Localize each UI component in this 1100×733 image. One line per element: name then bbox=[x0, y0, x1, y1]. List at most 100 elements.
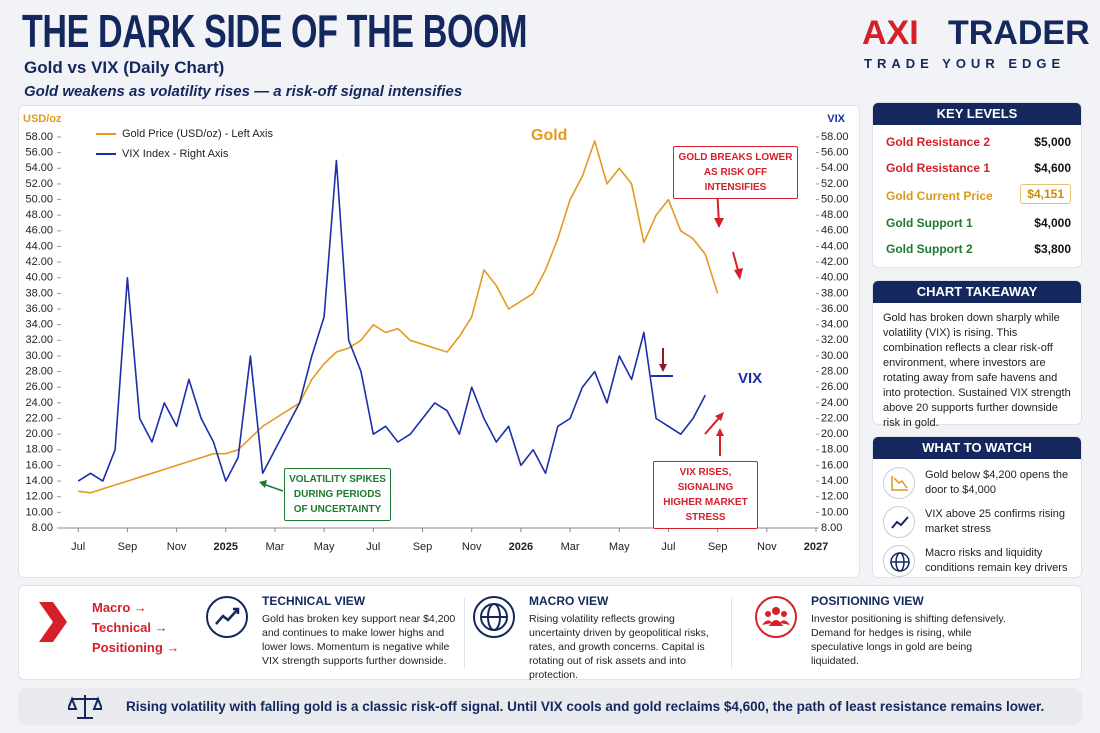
view: MACRO VIEW Rising volatility reflects gro… bbox=[529, 594, 729, 682]
view: TECHNICAL VIEW Gold has broken key suppor… bbox=[262, 594, 462, 668]
key-level-row: Gold Current Price $4,151 bbox=[886, 184, 1071, 204]
x-tick-label: 2025 bbox=[214, 541, 238, 553]
y-tick-label: 10.00 bbox=[25, 506, 53, 518]
watch-icon bbox=[883, 467, 915, 499]
watch-icon bbox=[883, 545, 915, 577]
x-tick-label: Mar bbox=[561, 541, 580, 553]
watch-icon bbox=[883, 506, 915, 538]
y2-tick-label: 44.00 bbox=[821, 240, 849, 252]
y-tick-label: 16.00 bbox=[25, 459, 53, 471]
y-tick-label: 32.00 bbox=[25, 334, 53, 346]
y-tick-label: 54.00 bbox=[25, 162, 53, 174]
y-tick-label: 52.00 bbox=[25, 178, 53, 190]
y2-tick-label: 18.00 bbox=[821, 444, 849, 456]
y2-tick-label: 22.00 bbox=[821, 412, 849, 424]
y2-tick-label: 40.00 bbox=[821, 272, 849, 284]
key-level-name: Gold Support 1 bbox=[886, 216, 973, 230]
y2-tick-label: 30.00 bbox=[821, 350, 849, 362]
view-text: Gold has broken key support near $4,200 … bbox=[262, 613, 456, 667]
y2-tick-label: 38.00 bbox=[821, 287, 849, 299]
view-text: Investor positioning is shifting defensi… bbox=[811, 613, 1006, 667]
legend-label: VIX Index - Right Axis bbox=[122, 148, 229, 160]
takeaway-panel: CHART TAKEAWAY Gold has broken down shar… bbox=[872, 280, 1082, 429]
y-tick-label: 8.00 bbox=[32, 522, 53, 534]
x-tick-label: Jul bbox=[71, 541, 85, 553]
view: POSITIONING VIEW Investor positioning is … bbox=[811, 594, 1011, 668]
annotation-box: VOLATILITY SPIKES DURING PERIODS OF UNCE… bbox=[284, 468, 391, 521]
x-tick-label: May bbox=[314, 541, 335, 553]
x-tick-label: Nov bbox=[167, 541, 187, 553]
y-tick-label: 36.00 bbox=[25, 303, 53, 315]
y-tick-label: 50.00 bbox=[25, 193, 53, 205]
x-tick-label: Sep bbox=[708, 541, 728, 553]
y2-tick-label: 54.00 bbox=[821, 162, 849, 174]
icon bbox=[480, 603, 508, 631]
footer: Rising volatility with falling gold is a… bbox=[18, 688, 1082, 725]
watch-item: Gold below $4,200 opens the door to $4,0… bbox=[925, 469, 1069, 496]
y2-tick-label: 16.00 bbox=[821, 459, 849, 471]
y-tick-label: 18.00 bbox=[25, 444, 53, 456]
title: THE DARK SIDE OF THE BOOM bbox=[22, 5, 528, 57]
y2-tick-label: 58.00 bbox=[821, 131, 849, 143]
y-tick-label: 20.00 bbox=[25, 428, 53, 440]
y2-tick-label: 50.00 bbox=[821, 193, 849, 205]
x-tick-label: Sep bbox=[413, 541, 433, 553]
logo-axi: AXI bbox=[862, 14, 919, 52]
scales-icon bbox=[68, 695, 102, 719]
views-strip: Macro → Technical → Positioning → TECHNICA… bbox=[18, 585, 1082, 682]
y2-tick-label: 28.00 bbox=[821, 366, 849, 378]
flow-step: Technical → bbox=[92, 620, 168, 635]
arrow-head bbox=[659, 364, 667, 372]
y2-tick-label: 56.00 bbox=[821, 147, 849, 159]
arrow-head bbox=[716, 428, 724, 436]
key-level-name: Gold Resistance 1 bbox=[886, 161, 991, 175]
y-tick-label: 56.00 bbox=[25, 147, 53, 159]
icon bbox=[762, 607, 790, 626]
key-level-row: Gold Resistance 1 $4,600 bbox=[886, 161, 1071, 175]
y2-tick-label: 24.00 bbox=[821, 397, 849, 409]
y-tick-label: 28.00 bbox=[25, 366, 53, 378]
y-tick-label: 26.00 bbox=[25, 381, 53, 393]
y-tick-label: 40.00 bbox=[25, 272, 53, 284]
view-text: Rising volatility reflects growing uncer… bbox=[529, 613, 709, 681]
view-title: POSITIONING VIEW bbox=[811, 594, 924, 608]
key-level-value: $4,600 bbox=[1034, 161, 1071, 175]
divider bbox=[731, 598, 732, 668]
watch-item: Macro risks and liquidity conditions rem… bbox=[925, 547, 1068, 574]
watch-panel: WHAT TO WATCH Gold below $4,200 opens th… bbox=[872, 436, 1082, 578]
icon bbox=[891, 516, 909, 529]
view-title: TECHNICAL VIEW bbox=[262, 594, 366, 608]
key-level-value: $4,000 bbox=[1034, 216, 1071, 230]
arrow-head bbox=[734, 268, 743, 280]
view-icon bbox=[206, 596, 248, 638]
y2-axis-label: VIX bbox=[827, 113, 845, 125]
key-level-name: Gold Current Price bbox=[886, 189, 993, 203]
y-tick-label: 22.00 bbox=[25, 412, 53, 424]
y-tick-label: 48.00 bbox=[25, 209, 53, 221]
icon bbox=[891, 476, 908, 491]
x-tick-label: 2027 bbox=[804, 541, 828, 553]
y2-tick-label: 46.00 bbox=[821, 225, 849, 237]
gold-annotation: Gold bbox=[531, 127, 567, 144]
vix-annotation: VIX bbox=[738, 370, 762, 387]
flow-step: Macro → bbox=[92, 600, 147, 615]
icon bbox=[890, 552, 910, 572]
arrow-head bbox=[715, 412, 724, 421]
x-tick-label: Nov bbox=[757, 541, 777, 553]
y2-tick-label: 12.00 bbox=[821, 491, 849, 503]
key-level-row: Gold Support 1 $4,000 bbox=[886, 216, 1071, 230]
view-icon bbox=[473, 596, 515, 638]
series-line bbox=[78, 140, 719, 494]
x-tick-label: Jul bbox=[366, 541, 380, 553]
y-tick-label: 58.00 bbox=[25, 131, 53, 143]
x-tick-label: 2026 bbox=[509, 541, 533, 553]
panel-header: CHART TAKEAWAY bbox=[873, 281, 1081, 303]
key-level-value: $5,000 bbox=[1034, 135, 1071, 149]
icon bbox=[215, 607, 240, 625]
subtitle: Gold vs VIX (Daily Chart) bbox=[24, 58, 225, 77]
y2-tick-label: 14.00 bbox=[821, 475, 849, 487]
x-tick-label: Jul bbox=[661, 541, 675, 553]
key-levels-panel: KEY LEVELS Gold Resistance 2 $5,000 Gold R… bbox=[872, 102, 1082, 268]
divider bbox=[464, 598, 465, 668]
view-title: MACRO VIEW bbox=[529, 594, 609, 608]
